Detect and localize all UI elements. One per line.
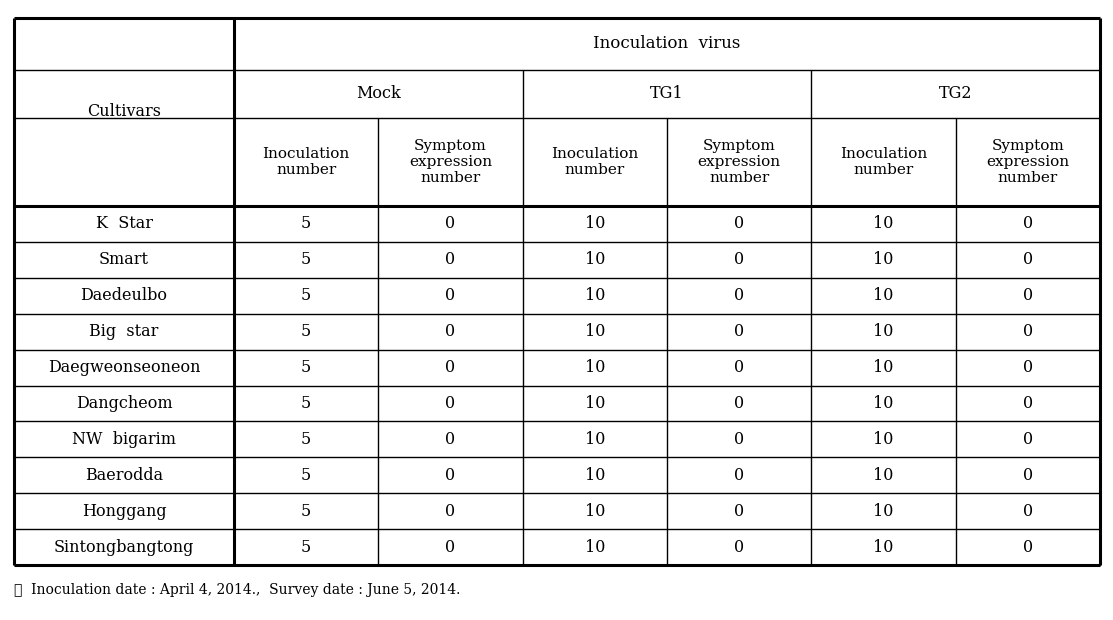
Text: TG2: TG2 [939,86,973,102]
Text: 5: 5 [301,395,312,412]
Text: 0: 0 [735,323,745,340]
Text: 10: 10 [874,395,894,412]
Text: 5: 5 [301,467,312,484]
Text: 5: 5 [301,539,312,556]
Text: 0: 0 [735,395,745,412]
Text: ※  Inoculation date : April 4, 2014.,  Survey date : June 5, 2014.: ※ Inoculation date : April 4, 2014., Sur… [14,583,461,597]
Text: K  Star: K Star [96,216,152,232]
Text: Dangcheom: Dangcheom [76,395,173,412]
Text: Daegweonseoneon: Daegweonseoneon [48,359,200,376]
Text: 0: 0 [1023,287,1033,304]
Text: 10: 10 [874,359,894,376]
Text: 10: 10 [874,287,894,304]
Text: 10: 10 [874,539,894,556]
Text: 10: 10 [874,431,894,448]
Text: 0: 0 [735,431,745,448]
Text: 10: 10 [584,503,605,520]
Text: 0: 0 [445,251,455,268]
Text: 0: 0 [445,539,455,556]
Text: 10: 10 [584,251,605,268]
Text: Baerodda: Baerodda [85,467,164,484]
Text: 5: 5 [301,216,312,232]
Text: Daedeulbo: Daedeulbo [80,287,167,304]
Text: Symptom
expression
number: Symptom expression number [698,139,780,185]
Text: 10: 10 [584,467,605,484]
Text: 10: 10 [584,431,605,448]
Text: 0: 0 [1023,395,1033,412]
Text: 10: 10 [584,323,605,340]
Text: 0: 0 [445,287,455,304]
Text: 10: 10 [874,467,894,484]
Text: 0: 0 [735,503,745,520]
Text: 0: 0 [735,287,745,304]
Text: 0: 0 [1023,431,1033,448]
Text: Sintongbangtong: Sintongbangtong [53,539,194,556]
Text: 10: 10 [584,359,605,376]
Text: 10: 10 [584,216,605,232]
Text: Inoculation  virus: Inoculation virus [593,35,740,53]
Text: 0: 0 [1023,467,1033,484]
Text: 5: 5 [301,287,312,304]
Text: 10: 10 [584,287,605,304]
Text: 10: 10 [874,216,894,232]
Text: TG1: TG1 [650,86,683,102]
Text: 0: 0 [735,467,745,484]
Text: 0: 0 [1023,539,1033,556]
Text: Mock: Mock [356,86,401,102]
Text: 5: 5 [301,323,312,340]
Text: Smart: Smart [99,251,149,268]
Text: 10: 10 [874,323,894,340]
Text: 0: 0 [445,216,455,232]
Text: 10: 10 [584,395,605,412]
Text: Inoculation
number: Inoculation number [551,147,639,177]
Text: 0: 0 [735,539,745,556]
Text: 5: 5 [301,503,312,520]
Text: 0: 0 [1023,251,1033,268]
Text: 0: 0 [735,216,745,232]
Text: 5: 5 [301,431,312,448]
Text: 0: 0 [735,359,745,376]
Text: 10: 10 [584,539,605,556]
Text: 0: 0 [445,503,455,520]
Text: Symptom
expression
number: Symptom expression number [986,139,1070,185]
Text: 0: 0 [445,431,455,448]
Text: NW  bigarim: NW bigarim [72,431,176,448]
Text: 0: 0 [1023,216,1033,232]
Text: 0: 0 [1023,503,1033,520]
Text: Cultivars: Cultivars [87,104,161,120]
Text: 0: 0 [1023,359,1033,376]
Text: 10: 10 [874,251,894,268]
Text: 10: 10 [874,503,894,520]
Text: 5: 5 [301,251,312,268]
Text: 5: 5 [301,359,312,376]
Text: 0: 0 [445,323,455,340]
Text: Honggang: Honggang [81,503,166,520]
Text: Symptom
expression
number: Symptom expression number [408,139,492,185]
Text: 0: 0 [445,467,455,484]
Text: Big  star: Big star [89,323,159,340]
Text: 0: 0 [735,251,745,268]
Text: 0: 0 [445,395,455,412]
Text: 0: 0 [445,359,455,376]
Text: Inoculation
number: Inoculation number [840,147,927,177]
Text: 0: 0 [1023,323,1033,340]
Text: Inoculation
number: Inoculation number [263,147,349,177]
